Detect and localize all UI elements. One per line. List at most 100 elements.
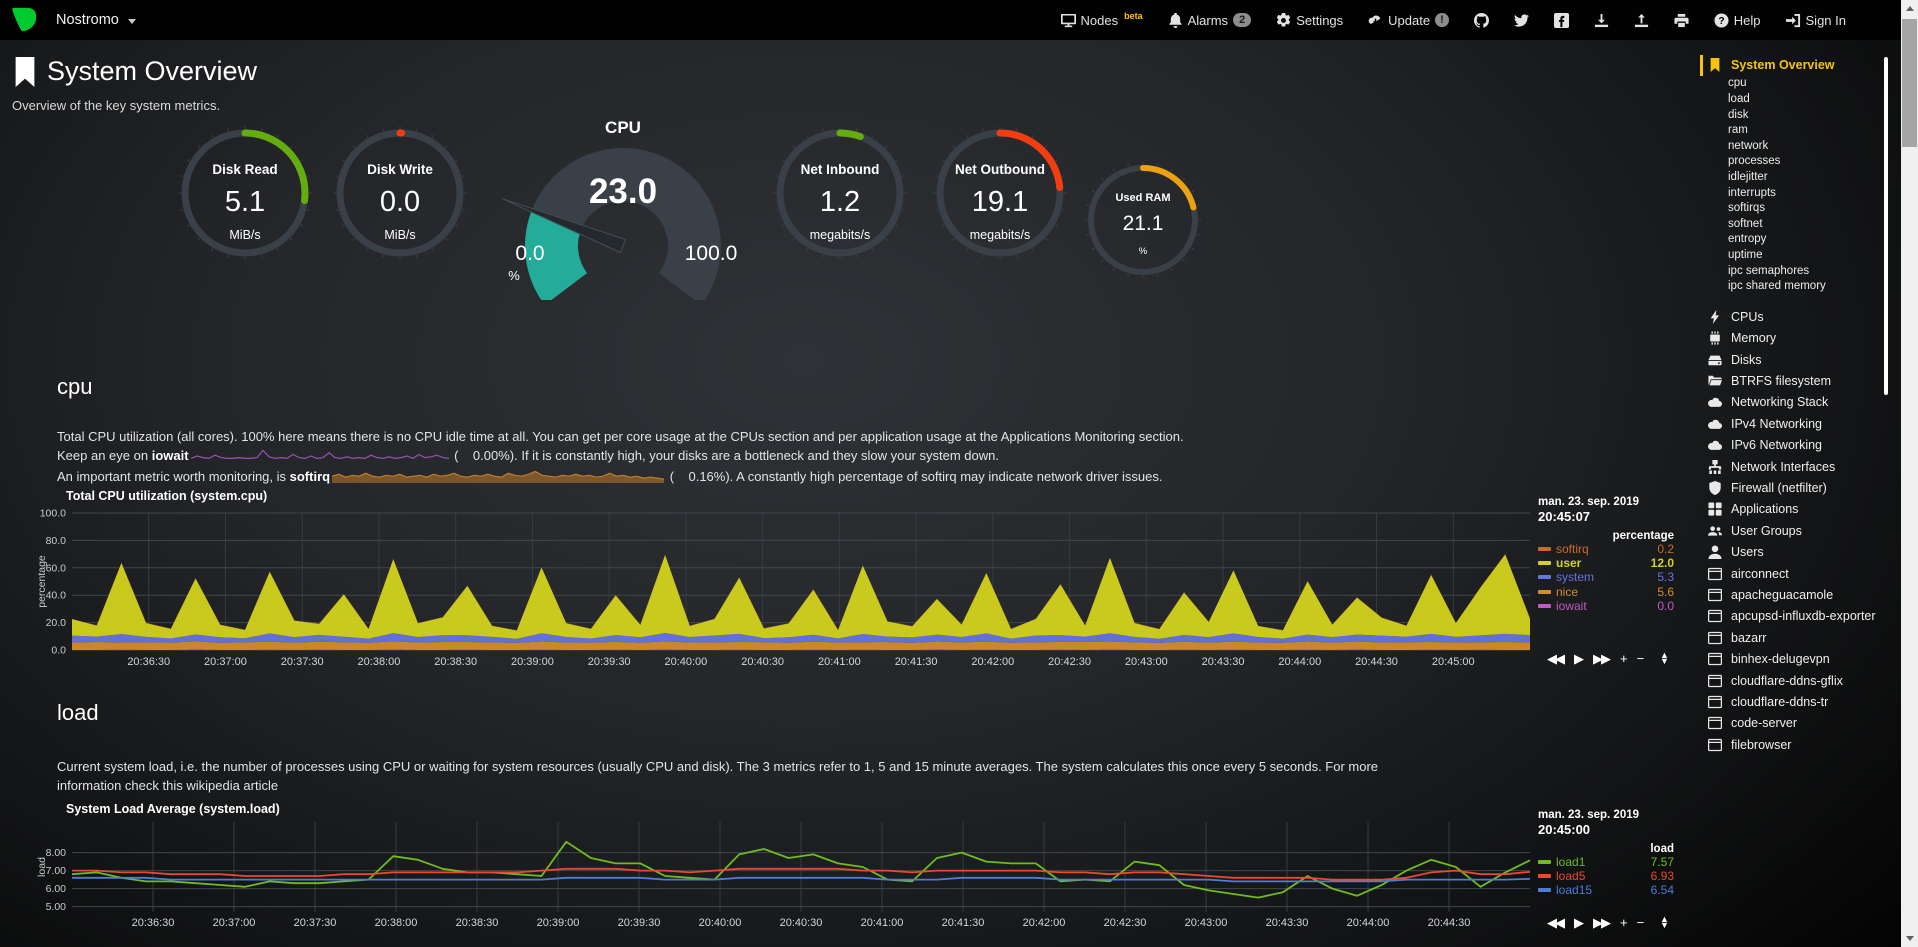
sidebar-subitem-network[interactable]: network [1728,139,1769,152]
sidebar-item-filebrowser[interactable]: filebrowser [1700,735,1886,756]
sidebar-item-applications[interactable]: Applications [1700,499,1886,520]
port-icon [1708,459,1723,475]
toolbox-load-zoom-out-button[interactable]: − [1636,915,1644,930]
sidebar-subitem-load[interactable]: load [1728,92,1750,105]
nav-github-button[interactable] [1473,12,1489,28]
sidebar-item-networking-stack[interactable]: Networking Stack [1700,392,1886,413]
toolbox-load-pan-backward-button[interactable]: ◀◀ [1547,915,1565,930]
sidebar-item-disks[interactable]: Disks [1700,349,1886,370]
gauge-used-ram-value: 21.1 [1122,212,1164,235]
sidebar-item-user-groups[interactable]: User Groups [1700,521,1886,542]
nav-print-button[interactable] [1674,13,1689,28]
toolbox-cpu-zoom-in-button[interactable]: + [1620,651,1627,666]
wikipedia-article-link[interactable]: wikipedia article [186,777,279,793]
toolbox-cpu-pan-forward-button[interactable]: ▶▶ [1593,651,1611,666]
signin-icon [1785,13,1801,28]
nav-settings-button[interactable]: Settings [1276,12,1343,28]
sidebar-item-users[interactable]: Users [1700,542,1886,563]
legend-row-load5[interactable]: load5 6.93 [1538,869,1674,883]
gauge-net-outbound[interactable]: Net Outbound 19.1 megabits/s [933,126,1067,260]
sidebar-item-binhex-delugevpn[interactable]: binhex-delugevpn [1700,649,1886,670]
nav-update-button[interactable]: Update! [1368,13,1449,28]
sidebar-subitem-uptime[interactable]: uptime [1728,248,1763,261]
nav-export-snapshot-button[interactable] [1594,13,1609,28]
toolbox-cpu-zoom-out-button[interactable]: − [1636,651,1644,666]
legend-row-softirq[interactable]: softirq 0.2 [1538,542,1674,556]
nav-alarms-button[interactable]: Alarms 2 [1168,12,1252,28]
gauge-used-ram[interactable]: Used RAM 21.1 % [1084,161,1202,279]
scroll-up-arrow-icon[interactable] [1905,6,1914,11]
toolbox-load-play-button[interactable]: ▶ [1574,915,1584,930]
sidebar-subitem-ram[interactable]: ram [1728,124,1748,137]
user-icon [1708,545,1723,560]
legend-row-system[interactable]: system 5.3 [1538,570,1674,584]
nav-signin-button[interactable]: Sign In [1785,13,1846,28]
sidebar-item-ipv6-networking[interactable]: IPv6 Networking [1700,435,1886,456]
sidebar-subitem-softnet[interactable]: softnet [1728,217,1763,230]
browser-scrollbar[interactable] [1901,0,1918,947]
legend-row-load1[interactable]: load1 7.57 [1538,855,1674,869]
gauge-net-inbound[interactable]: Net Inbound 1.2 megabits/s [773,126,907,260]
nav-help-button[interactable]: ? Help [1714,13,1761,28]
sidebar-item-btrfs-filesystem[interactable]: BTRFS filesystem [1700,371,1886,392]
sidebar-item-label: code-server [1731,716,1797,731]
sidebar-item-airconnect[interactable]: airconnect [1700,563,1886,584]
nav-nodes-button[interactable]: Nodes beta [1060,11,1143,28]
nav-twitter-button[interactable] [1513,13,1529,28]
sidebar-item-network-interfaces[interactable]: Network Interfaces [1700,456,1886,477]
sidebar-item-apcupsd-influxdb-exporter[interactable]: apcupsd-influxdb-exporter [1700,606,1886,627]
toolbox-load-pan-forward-button[interactable]: ▶▶ [1593,915,1611,930]
sidebar-item-memory[interactable]: Memory [1700,328,1886,349]
nav-import-snapshot-button[interactable] [1634,13,1649,28]
sidebar-subitem-disk[interactable]: disk [1728,108,1749,121]
scroll-down-arrow-icon[interactable] [1905,936,1914,941]
sidebar-item-cloudflare-ddns-gflix[interactable]: cloudflare-ddns-gflix [1700,670,1886,691]
sidebar-subitem-ipc-semaphores[interactable]: ipc semaphores [1728,264,1810,277]
toolbox-cpu-pan-backward-button[interactable]: ◀◀ [1547,651,1565,666]
sidebar-item-apacheguacamole[interactable]: apacheguacamole [1700,585,1886,606]
gauge-disk-read-value: 5.1 [224,186,266,218]
load-chart-canvas[interactable]: 20:36:30 20:37:00 20:37:30 20:38:00 20:38:30… [0,818,1545,934]
svg-text:20:41:30: 20:41:30 [942,917,985,929]
cpu-chart-resize-handle[interactable]: ▲ ▼ [1660,650,1669,666]
sidebar-subitem-processes[interactable]: processes [1728,155,1781,168]
update-icon [1368,13,1383,28]
toolbox-cpu-play-button[interactable]: ▶ [1574,651,1584,666]
cpu-chart-canvas[interactable]: 20:36:30 20:37:00 20:37:30 20:38:00 20:38:30… [0,505,1545,673]
legend-row-user[interactable]: user 12.0 [1538,556,1674,570]
svg-text:20:42:30: 20:42:30 [1104,917,1147,929]
toolbox-load-zoom-in-button[interactable]: + [1620,915,1627,930]
sidebar-item-ipv4-networking[interactable]: IPv4 Networking [1700,414,1886,435]
sidebar-subitem-entropy[interactable]: entropy [1728,233,1767,246]
gauge-disk-read[interactable]: Disk Read 5.1 MiB/s [178,126,312,260]
svg-text:20:38:30: 20:38:30 [434,656,477,668]
sections-sidebar: System Overview cpu load disk ram network proc… [1700,46,1886,947]
sidebar-item-cpus[interactable]: CPUs [1700,307,1886,328]
nav-facebook-button[interactable] [1553,12,1569,28]
scrollbar-thumb[interactable] [1902,19,1917,147]
sidebar-subitem-softirqs[interactable]: softirqs [1728,202,1766,215]
sidebar-subitem-ipc-shared-memory[interactable]: ipc shared memory [1728,280,1826,293]
sidebar-subitem-cpu[interactable]: cpu [1728,77,1747,90]
gauge-disk-write[interactable]: Disk Write 0.0 MiB/s [333,126,467,260]
sidebar-item-firewall-netfilter-[interactable]: Firewall (netfilter) [1700,478,1886,499]
sidebar-item-code-server[interactable]: code-server [1700,713,1886,734]
sidebar-scrollbar-thumb[interactable] [1884,57,1888,395]
node-selector[interactable]: Nostromo [56,12,136,28]
load-chart-resize-handle[interactable]: ▲ ▼ [1660,914,1669,930]
sidebar-subitem-idlejitter[interactable]: idlejitter [1728,170,1768,183]
legend-row-iowait[interactable]: iowait 0.0 [1538,599,1674,613]
netdata-logo-icon[interactable] [9,5,39,35]
sidebar-subitem-interrupts[interactable]: interrupts [1728,186,1776,199]
sidebar-item-system-overview[interactable]: System Overview [1700,55,1886,77]
cpu-desc-line2: Keep an eye on iowait ( 0.00%). If it is… [57,447,1537,468]
window-icon [1708,631,1723,646]
load-section-heading: load [57,700,99,725]
sidebar-item-bazarr[interactable]: bazarr [1700,628,1886,649]
legend-row-load15[interactable]: load15 6.54 [1538,883,1674,897]
legend-row-nice[interactable]: nice 5.6 [1538,585,1674,599]
gauge-cpu-dial [501,148,721,300]
gauge-cpu[interactable]: CPU 23.0 0.0 100.0 % [498,118,748,300]
shield-icon [1708,481,1723,496]
sidebar-item-cloudflare-ddns-tr[interactable]: cloudflare-ddns-tr [1700,692,1886,713]
